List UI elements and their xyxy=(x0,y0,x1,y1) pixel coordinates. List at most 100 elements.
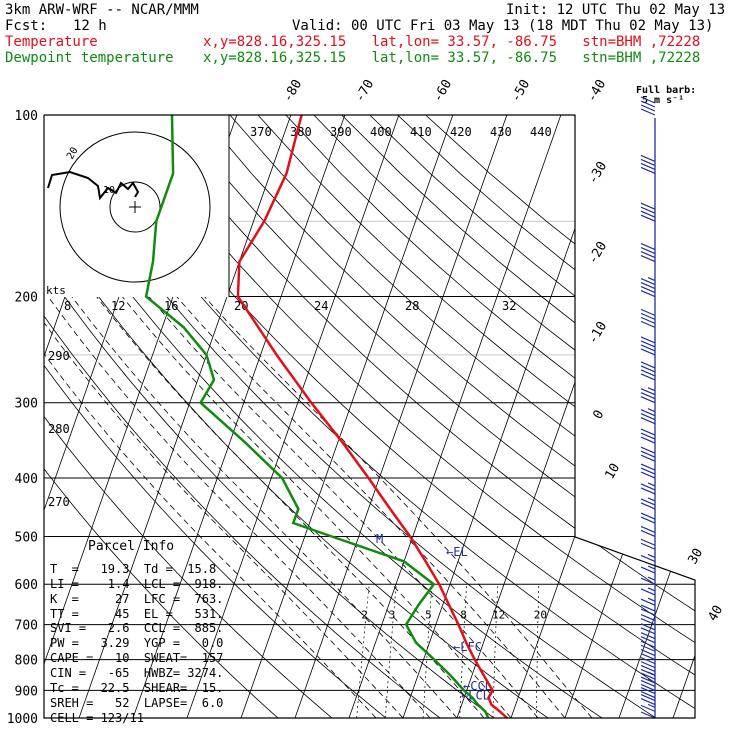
barb-half-flag xyxy=(647,597,656,602)
dry-adiabat-line xyxy=(61,115,695,718)
barb-flag xyxy=(640,467,656,475)
dry-adiabat-line xyxy=(397,115,695,718)
isotherm-label: 40 xyxy=(705,603,726,624)
barb-flag xyxy=(640,516,656,524)
moist-adiabat-line xyxy=(44,296,404,718)
barb-flag xyxy=(640,100,656,108)
barb-flag xyxy=(640,436,656,444)
barb-flag xyxy=(640,202,656,210)
barb-flag xyxy=(640,644,656,652)
hodograph-units-label: kts xyxy=(46,284,66,297)
pressure-label: 300 xyxy=(15,397,38,412)
theta-label: 280 xyxy=(48,422,70,436)
barb-flag xyxy=(640,336,656,344)
pressure-label: 400 xyxy=(15,472,38,487)
dry-adiabat-line xyxy=(44,115,333,718)
barb-flag xyxy=(640,672,656,680)
wind-barb xyxy=(640,497,656,510)
isotherm-line xyxy=(510,115,695,718)
forecast-label: Fcst: xyxy=(5,18,48,34)
barb-flag xyxy=(640,604,656,612)
dewpoint-station-info: x,y=828.16,325.15 lat,lon= 33.57, -86.75… xyxy=(203,50,701,66)
barb-half-flag xyxy=(647,387,656,392)
barb-flag xyxy=(640,614,656,622)
wind-barb xyxy=(640,336,656,356)
barb-flag xyxy=(640,512,656,520)
barb-flag xyxy=(640,627,656,635)
pressure-label: 1000 xyxy=(7,712,38,727)
wind-barb xyxy=(640,96,656,116)
barb-flag xyxy=(640,657,656,665)
m-marker: M xyxy=(376,532,383,546)
barb-flag xyxy=(640,653,656,661)
isotherm-label: -60 xyxy=(430,77,455,105)
dry-adiabat-line xyxy=(257,115,695,718)
dry-adiabat-line xyxy=(313,115,695,718)
mixing-ratio-line xyxy=(492,584,499,718)
wind-barb xyxy=(640,154,656,174)
isotherm-label: -40 xyxy=(584,77,609,105)
barb-flag xyxy=(640,649,656,657)
barb-half-flag xyxy=(647,553,656,558)
barb-half-flag xyxy=(647,276,656,282)
barb-flag xyxy=(640,577,656,585)
mixing-ratio-label: 20 xyxy=(534,609,547,622)
wind-barb xyxy=(640,428,656,444)
barb-flag xyxy=(640,542,656,550)
pressure-label: 800 xyxy=(15,654,38,669)
wind-barb xyxy=(640,308,656,328)
barb-half-flag xyxy=(647,497,656,502)
theta-label: 400 xyxy=(370,125,392,139)
wind-barb xyxy=(640,657,656,669)
init-time: Init: 12 UTC Thu 02 May 13 xyxy=(506,2,726,18)
barb-flag xyxy=(640,446,656,454)
mixing-ratio-line xyxy=(422,584,433,718)
theta-label: 380 xyxy=(290,125,312,139)
barb-flag xyxy=(640,676,656,684)
barb-flag xyxy=(640,450,656,458)
isotherm-line xyxy=(456,115,670,718)
barb-legend-unit: 5 m s⁻¹ xyxy=(642,95,684,106)
wind-barb xyxy=(640,446,656,462)
parcel-row: CAPE = 10 SWEAT= 157 xyxy=(50,651,224,665)
barb-flag xyxy=(640,373,656,381)
barb-flag xyxy=(640,566,656,574)
barb-flag xyxy=(640,661,656,669)
pressure-label: 700 xyxy=(15,619,38,634)
barb-flag xyxy=(640,498,656,506)
dry-adiabat-line xyxy=(44,115,441,718)
wind-barb xyxy=(640,623,656,635)
wind-barb xyxy=(640,538,656,550)
hodograph-speed-label: 8 xyxy=(64,299,71,313)
barb-flag xyxy=(640,320,656,328)
wind-barb xyxy=(640,604,656,616)
wind-barb xyxy=(640,703,656,712)
hodograph-speed-label: 16 xyxy=(164,299,178,313)
isotherm-line xyxy=(186,115,400,718)
theta-label: 410 xyxy=(410,125,432,139)
plot-frame xyxy=(43,114,696,719)
barb-flag xyxy=(640,158,656,166)
barb-flag xyxy=(640,632,656,640)
barb-flag xyxy=(640,538,656,546)
wind-barb xyxy=(640,361,656,381)
isotherm-line xyxy=(294,115,508,718)
dry-adiabat-line xyxy=(201,115,695,718)
temperature-legend: Temperature xyxy=(5,34,98,50)
mixing-ratio-label: 3 xyxy=(389,609,396,622)
dry-adiabat-line xyxy=(341,115,695,718)
mixing-ratio-line xyxy=(384,584,397,718)
barb-flag xyxy=(640,96,656,104)
barb-flag xyxy=(640,247,656,255)
barb-flag xyxy=(640,683,656,691)
wind-barb xyxy=(640,587,656,596)
barb-flag xyxy=(640,417,656,425)
dry-adiabat-line xyxy=(285,115,695,718)
parcel-row: CIN = -65 HWBZ= 3274. xyxy=(50,666,224,680)
isotherm-label: 0 xyxy=(590,408,607,422)
wind-barb xyxy=(640,664,656,676)
theta-label: 290 xyxy=(48,349,70,363)
barb-half-flag xyxy=(647,408,656,413)
wind-barb xyxy=(640,525,656,538)
mixing-ratio-line xyxy=(536,584,540,718)
